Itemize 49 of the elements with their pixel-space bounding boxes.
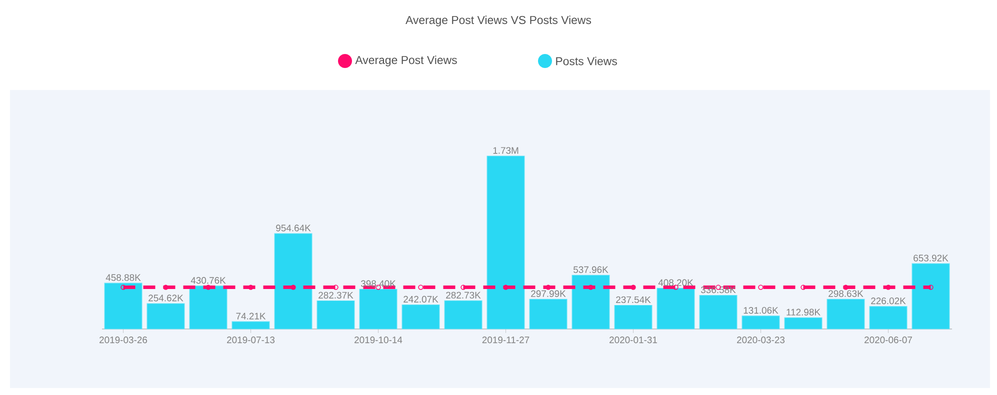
x-tick-label: 2019-03-26: [100, 336, 148, 344]
data-label: 398.40K: [360, 280, 396, 287]
data-label: 954.64K: [276, 224, 311, 232]
bar: [784, 317, 822, 330]
data-label: 297.99K: [531, 290, 566, 298]
chart-title: Average Post Views VS Posts Views: [406, 16, 592, 26]
x-tick-label: 2020-06-07: [864, 336, 912, 344]
bar: [316, 300, 355, 330]
bar: [274, 233, 312, 330]
data-label: 430.76K: [190, 277, 226, 284]
legend-label: Average Post Views: [355, 56, 457, 66]
x-tick-label: 2019-07-13: [227, 336, 275, 344]
x-tick-label: 2019-10-14: [354, 336, 402, 344]
x-tick-label: 2019-11-27: [482, 336, 530, 344]
data-label: 74.21K: [236, 312, 266, 320]
bar: [189, 286, 228, 330]
bar: [912, 263, 950, 330]
data-label: 537.96K: [574, 266, 608, 274]
data-label: 1.73M: [493, 147, 518, 154]
bar: [826, 298, 865, 330]
data-label: 408.20K: [658, 279, 694, 286]
data-label: 242.07K: [404, 296, 438, 303]
data-label: 653.92K: [914, 254, 948, 262]
data-label: 298.63K: [828, 290, 864, 297]
bar: [486, 156, 525, 330]
bar: [146, 303, 185, 330]
x-tick-label: 2020-03-23: [737, 336, 785, 344]
bar: [614, 304, 652, 330]
data-label: 282.73K: [446, 292, 481, 299]
bar: [359, 288, 398, 330]
bar: [742, 316, 780, 330]
data-label: 282.37K: [318, 292, 354, 299]
data-label: 112.98K: [786, 308, 820, 316]
bar: [104, 282, 142, 330]
bar: [699, 295, 738, 330]
legend-label: Posts Views: [556, 56, 617, 66]
bar: [869, 306, 908, 330]
bar: [444, 300, 482, 330]
bar: [529, 298, 568, 330]
bar: [232, 321, 270, 330]
data-label: 226.02K: [871, 298, 906, 304]
bar: [402, 304, 440, 330]
data-label: 254.62K: [148, 294, 184, 302]
bar: [572, 274, 610, 330]
x-tick-label: 2020-01-31: [610, 336, 657, 344]
data-label: 131.06K: [744, 307, 778, 314]
data-label: 458.88K: [106, 274, 141, 281]
bar: [656, 288, 695, 330]
data-label: 237.54K: [616, 296, 651, 304]
